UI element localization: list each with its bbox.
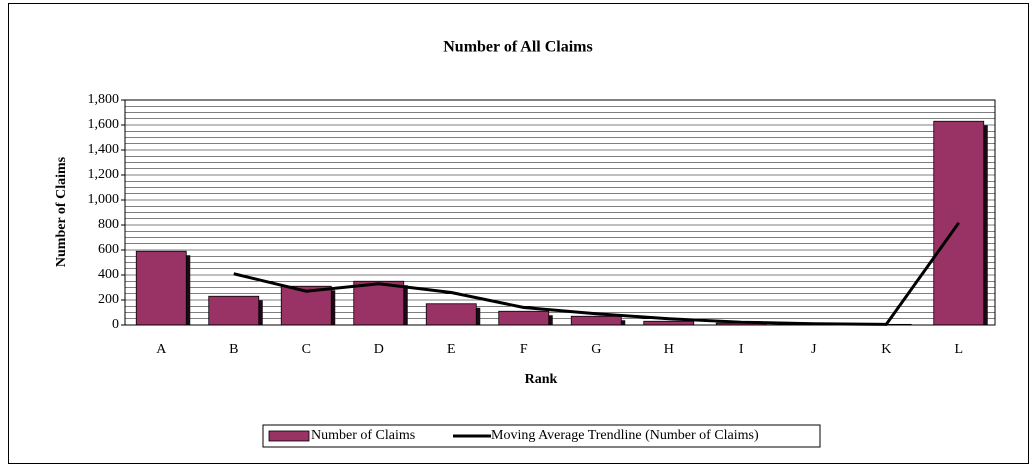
x-tick-label: D [374,342,384,357]
x-tick-label: K [881,342,891,357]
x-tick-label: F [520,342,528,357]
y-tick-label: 600 [98,242,119,257]
bar [570,315,622,326]
bar [498,310,550,326]
x-tick-label: I [739,342,744,357]
bar [353,280,405,326]
y-axis-label: Number of Claims [54,156,69,267]
y-tick-label: 0 [112,317,119,332]
bar [425,303,477,326]
legend-box [262,424,821,448]
x-tick-label: A [156,342,167,357]
x-axis-label: Rank [525,372,558,387]
y-tick-label: 1,200 [88,167,120,182]
x-tick-label: J [811,342,817,357]
y-tick-label: 400 [98,267,119,282]
chart-title: Number of All Claims [443,39,592,56]
x-tick-label: E [447,342,456,357]
y-tick-label: 1,600 [88,117,120,132]
y-tick-label: 1,000 [88,192,120,207]
y-tick-label: 1,400 [88,142,120,157]
x-tick-label: B [229,342,238,357]
bar [135,250,187,326]
x-tick-label: L [954,342,963,357]
legend-swatch [268,430,310,442]
x-tick-label: C [302,342,311,357]
x-tick-label: G [591,342,601,357]
bar [643,320,695,326]
y-tick-label: 800 [98,217,119,232]
bar [208,295,260,326]
y-tick-label: 1,800 [88,92,120,107]
legend-label: Moving Average Trendline (Number of Clai… [491,428,759,443]
legend-label: Number of Claims [311,428,415,443]
trend-line [233,221,960,326]
x-tick-label: H [664,342,674,357]
y-tick-label: 200 [98,292,119,307]
